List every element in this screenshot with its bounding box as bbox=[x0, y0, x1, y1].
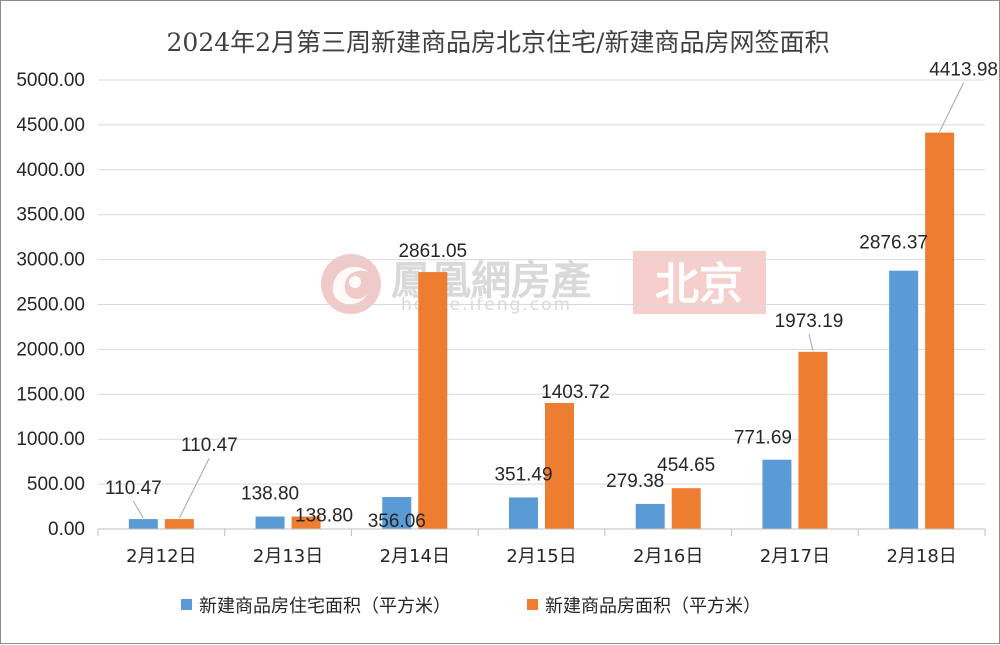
y-tick-label: 5000.00 bbox=[16, 70, 85, 91]
legend-label: 新建商品房面积（平方米） bbox=[545, 596, 761, 617]
data-label: 1973.19 bbox=[775, 311, 844, 332]
data-label: 138.80 bbox=[295, 506, 353, 527]
label-leader-line bbox=[178, 457, 210, 519]
bar-residential bbox=[635, 503, 665, 529]
bar-total bbox=[925, 132, 955, 529]
legend-label: 新建商品房住宅面积（平方米） bbox=[199, 596, 451, 617]
x-tick-label: 2月17日 bbox=[760, 546, 830, 567]
bar-total bbox=[291, 516, 321, 529]
phoenix-logo-icon bbox=[321, 254, 381, 314]
logo-swirl bbox=[332, 266, 369, 305]
y-tick-label: 1000.00 bbox=[16, 429, 85, 450]
x-tick-label: 2月13日 bbox=[253, 546, 323, 567]
gridlines bbox=[98, 79, 985, 485]
legend: 新建商品房住宅面积（平方米） 新建商品房面积（平方米） bbox=[181, 596, 761, 617]
bar-residential bbox=[255, 516, 285, 529]
data-label: 2861.05 bbox=[398, 241, 467, 262]
data-label: 138.80 bbox=[241, 484, 299, 505]
x-tick-label: 2月18日 bbox=[886, 546, 956, 567]
bar-total bbox=[671, 488, 701, 529]
label-leader-line bbox=[808, 333, 814, 351]
y-tick-label: 4000.00 bbox=[16, 160, 85, 181]
bar-residential bbox=[509, 497, 538, 529]
watermark-city-badge bbox=[633, 251, 766, 314]
data-label: 4413.98 bbox=[929, 60, 998, 81]
y-tick-label: 2000.00 bbox=[16, 339, 85, 360]
y-tick-label: 3000.00 bbox=[16, 250, 85, 271]
legend-swatch bbox=[181, 599, 192, 610]
y-axis: 0.00 500.00 1000.00 1500.00 2000.00 2500.00 30… bbox=[16, 70, 85, 540]
bar-residential bbox=[382, 497, 412, 529]
bar-residential bbox=[128, 519, 158, 529]
bar-total bbox=[164, 519, 194, 529]
x-tick-label: 2月15日 bbox=[506, 546, 576, 567]
data-label: 454.65 bbox=[657, 455, 715, 476]
data-label: 356.06 bbox=[368, 511, 426, 532]
bar-residential bbox=[889, 270, 919, 529]
data-label: 110.47 bbox=[181, 435, 238, 456]
label-leader-line bbox=[939, 82, 965, 132]
y-tick-label: 4500.00 bbox=[16, 115, 85, 136]
watermark-city-text: 北京 bbox=[655, 259, 743, 310]
bar-total bbox=[545, 402, 574, 529]
data-label: 2876.37 bbox=[859, 233, 928, 254]
label-leader-line bbox=[132, 500, 144, 519]
data-label: 771.69 bbox=[734, 428, 792, 449]
bar-total bbox=[418, 272, 448, 529]
bar-total bbox=[798, 351, 828, 529]
legend-swatch bbox=[527, 599, 538, 610]
bar-residential bbox=[762, 459, 792, 529]
x-axis: 2月12日 2月13日 2月14日 2月15日 2月16日 2月17日 2月18日 bbox=[97, 528, 986, 567]
bars bbox=[128, 132, 955, 529]
logo-dot bbox=[349, 276, 361, 288]
chart-title: 2024年2月第三周新建商品房北京住宅/新建商品房网签面积 bbox=[167, 28, 830, 57]
data-label: 351.49 bbox=[494, 464, 552, 485]
y-tick-label: 2500.00 bbox=[16, 295, 85, 316]
data-label: 1403.72 bbox=[541, 382, 610, 403]
y-tick-label: 1500.00 bbox=[16, 384, 85, 405]
data-label: 279.38 bbox=[606, 471, 664, 492]
y-tick-label: 3500.00 bbox=[16, 205, 85, 226]
y-tick-label: 0.00 bbox=[48, 519, 85, 540]
data-label: 110.47 bbox=[105, 478, 162, 499]
x-tick-label: 2月14日 bbox=[380, 546, 450, 567]
x-tick-label: 2月12日 bbox=[126, 546, 196, 567]
y-tick-label: 500.00 bbox=[27, 474, 85, 495]
x-tick-label: 2月16日 bbox=[633, 546, 703, 567]
